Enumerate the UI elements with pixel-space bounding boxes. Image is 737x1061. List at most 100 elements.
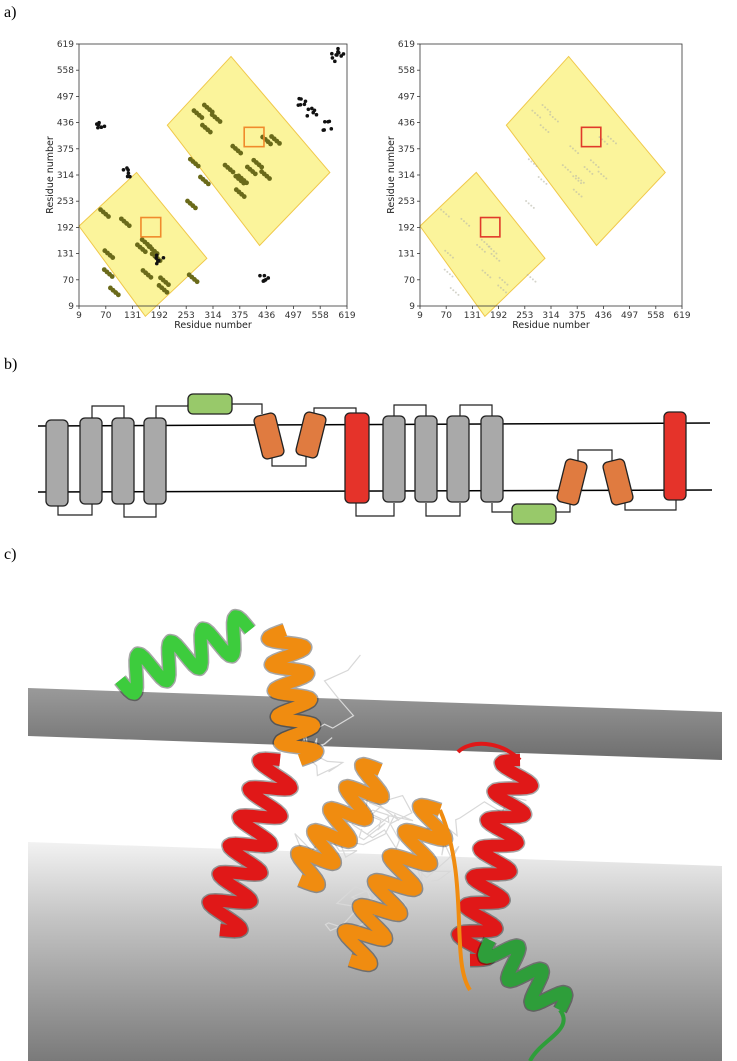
x-tick-label: 497 <box>285 311 302 321</box>
loop-connector <box>425 503 461 517</box>
amphipathic-helix-body <box>187 393 233 415</box>
y-tick-label: 9 <box>68 302 74 312</box>
tm-helix-gray <box>480 415 504 503</box>
x-tick-label: 9 <box>76 311 82 321</box>
red-helix-ribbon <box>451 754 539 966</box>
reentrant-helix-body <box>253 412 285 460</box>
contact-point <box>205 181 211 187</box>
contact-point <box>330 51 334 56</box>
contact-point <box>336 46 340 51</box>
contact-point <box>572 188 575 191</box>
contact-point <box>597 170 600 173</box>
contact-point <box>442 210 445 213</box>
tm-helix-gray-body <box>446 415 470 503</box>
reentrant-helix-body <box>295 411 327 459</box>
contact-point <box>575 174 578 177</box>
tm-helix-gray-body <box>414 415 438 503</box>
loop-connector <box>155 404 189 418</box>
contact-point <box>602 175 605 178</box>
contact-point <box>448 273 451 276</box>
y-tick-label: 436 <box>57 119 74 129</box>
domain-band <box>505 55 666 247</box>
contact-point <box>569 145 572 148</box>
contact-point <box>478 246 481 249</box>
contact-point <box>193 205 198 211</box>
topology-diagram <box>37 393 713 525</box>
contact-point <box>564 166 567 169</box>
loop-connector <box>459 404 493 416</box>
panel-label-c: c) <box>4 546 17 563</box>
orange-helix <box>289 756 391 894</box>
contact-point <box>451 256 454 259</box>
y-tick-label: 9 <box>409 302 415 312</box>
contact-point <box>126 171 131 176</box>
tm-helix-gray <box>143 417 167 505</box>
structure-rendering <box>28 608 722 1061</box>
x-tick-label: 619 <box>673 311 690 321</box>
y-tick-label: 314 <box>57 171 74 181</box>
x-axis-title: Residue number <box>512 320 590 331</box>
contact-point <box>486 274 489 277</box>
contact-point <box>531 278 534 281</box>
tm-helix-gray-body <box>480 415 504 503</box>
tm-helix-gray <box>414 415 438 503</box>
x-tick-label: 558 <box>647 311 664 321</box>
contact-point <box>551 115 554 118</box>
red-helix-body <box>344 412 370 504</box>
loop-connector <box>271 455 307 467</box>
y-tick-label: 497 <box>398 92 415 102</box>
contact-point <box>443 268 446 271</box>
domain-band <box>78 171 208 318</box>
contact-point <box>544 128 547 131</box>
loop-connector <box>624 500 677 511</box>
contact-point <box>614 142 617 145</box>
contact-point <box>266 276 271 280</box>
contact-point <box>582 181 585 184</box>
contact-point <box>297 96 301 101</box>
contact-point <box>490 247 493 250</box>
contact-point <box>591 172 594 175</box>
tm-helix-gray <box>79 417 103 505</box>
membrane-top-line <box>37 422 711 427</box>
highlight-box <box>140 216 162 238</box>
contact-point <box>310 106 314 111</box>
tm-helix-gray-body <box>143 417 167 505</box>
domain-band <box>166 55 331 247</box>
contact-point <box>102 124 107 129</box>
membrane-bottom-plane <box>28 842 722 1061</box>
x-tick-label: 314 <box>542 311 559 321</box>
tm-helix-gray-body <box>111 417 135 505</box>
x-tick-label: 375 <box>569 311 586 321</box>
contact-point <box>495 252 498 255</box>
contact-point <box>556 120 559 123</box>
reentrant-helix <box>602 458 634 506</box>
contact-point <box>492 250 495 253</box>
orange-helix-ribbon <box>291 758 389 892</box>
contact-point <box>258 273 262 278</box>
loop-connector <box>491 503 512 513</box>
red-helix-ribbon <box>202 752 298 938</box>
contact-point <box>164 289 170 295</box>
contact-point <box>326 119 330 124</box>
contact-point <box>106 214 111 219</box>
contact-point <box>575 190 578 193</box>
y-tick-label: 375 <box>398 145 415 155</box>
contact-point <box>262 273 267 278</box>
contact-map-left: 99 70 70 131 131 192 192 253 253 314 314 375 375 436 4… <box>45 40 356 331</box>
contact-point <box>489 276 492 279</box>
contact-point <box>230 169 236 175</box>
contact-point <box>571 147 574 150</box>
contact-point <box>314 112 319 117</box>
contact-point <box>506 283 509 286</box>
contact-point <box>305 114 310 118</box>
contact-point <box>462 220 465 223</box>
tm-helix-gray-body <box>79 417 103 505</box>
contact-point <box>126 223 132 229</box>
contact-point <box>561 164 564 167</box>
contact-point <box>121 167 126 172</box>
contact-point <box>445 213 448 216</box>
red-helix <box>450 752 540 968</box>
loop-connector <box>91 405 125 418</box>
tm-helix-gray-body <box>382 415 406 503</box>
contact-point <box>241 194 247 199</box>
